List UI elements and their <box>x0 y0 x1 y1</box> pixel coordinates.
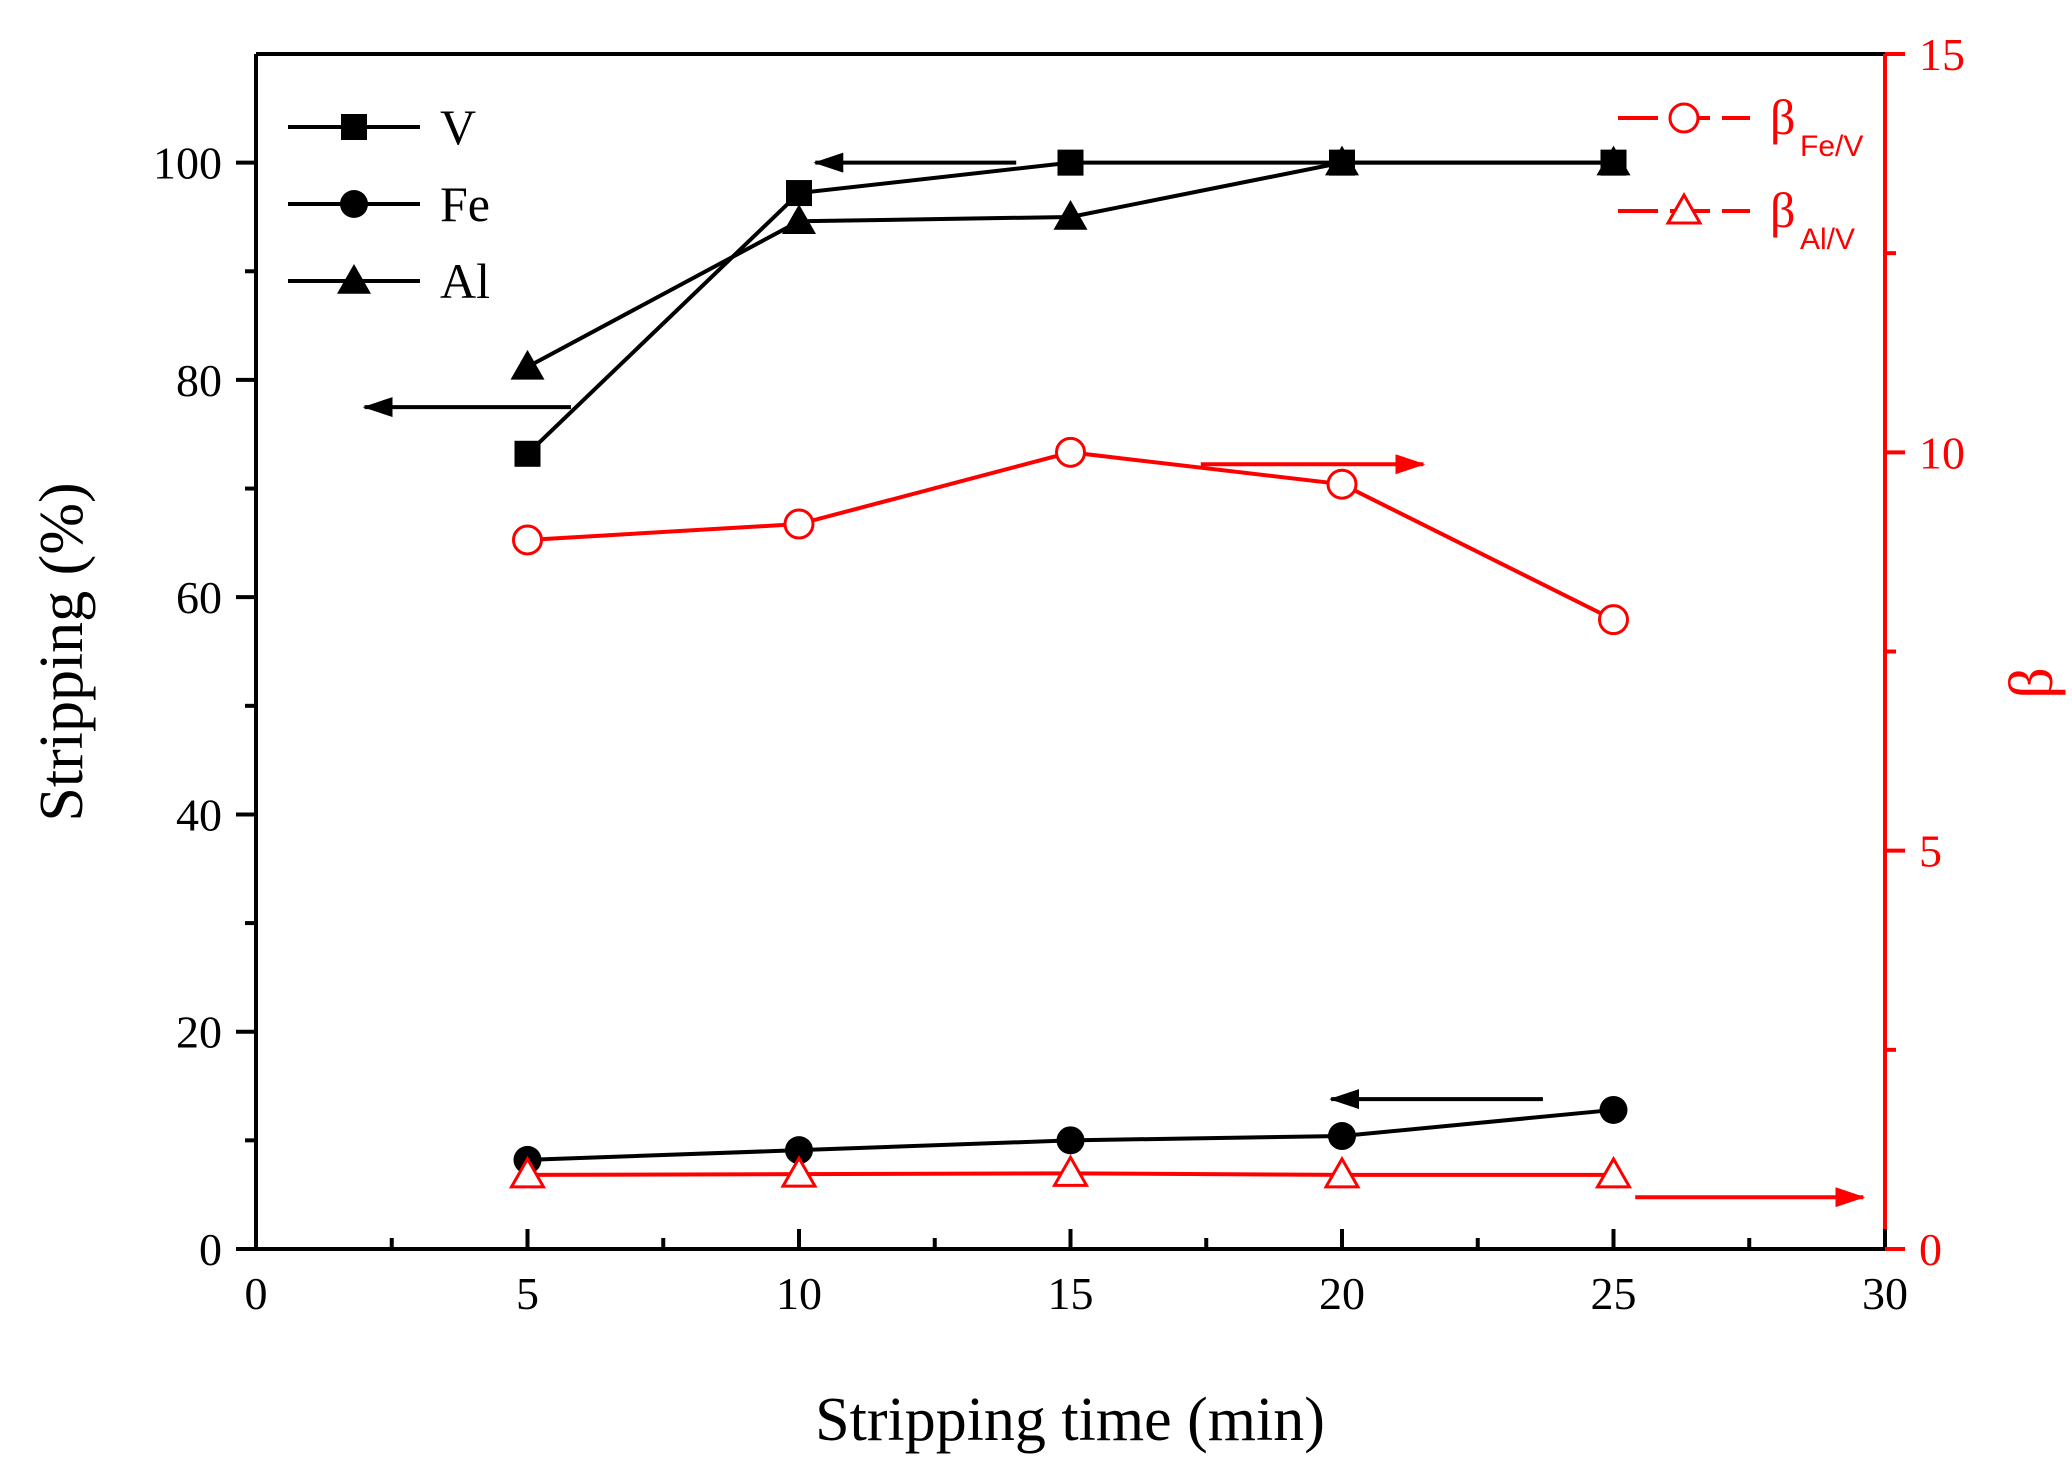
data-point-beta-al-v <box>508 1155 547 1189</box>
x-tick-label: 20 <box>1319 1268 1365 1319</box>
y-tick-label: 40 <box>176 789 222 840</box>
data-point-fe <box>785 1136 813 1165</box>
y-tick-label: 60 <box>176 572 222 623</box>
data-point-v <box>1057 149 1084 176</box>
series-line-beta-fe-v <box>527 450 1615 622</box>
legend-marker <box>340 190 368 218</box>
x-tick-label: 0 <box>245 1268 268 1319</box>
legend-marker <box>341 114 367 140</box>
legend-marker <box>1665 191 1703 225</box>
data-point-beta-al-v <box>1323 1155 1361 1189</box>
legend-label: β <box>1770 89 1795 145</box>
data-point-al <box>1053 199 1088 230</box>
y2-tick-label: 0 <box>1919 1224 1942 1275</box>
data-point-beta-fe-v <box>783 508 815 540</box>
data-point-fe <box>1599 1095 1628 1124</box>
data-point-al <box>782 204 816 235</box>
data-point-al <box>1325 145 1359 176</box>
x-tick-label: 15 <box>1048 1268 1094 1319</box>
series-layer <box>508 145 1633 1189</box>
data-point-beta-fe-v <box>1055 436 1086 468</box>
data-point-beta-fe-v <box>1598 604 1629 636</box>
x-tick-label: 5 <box>516 1268 539 1319</box>
data-point-al <box>1596 145 1631 176</box>
x-axis-title: Stripping time (min) <box>815 1386 1325 1454</box>
data-point-beta-al-v <box>780 1155 818 1188</box>
y-tick-label: 20 <box>176 1007 222 1058</box>
legend-label: β <box>1770 182 1795 238</box>
legend-marker <box>337 264 371 294</box>
legend-label: Al <box>440 253 490 309</box>
data-point-beta-al-v <box>1594 1155 1633 1189</box>
x-tick-label: 30 <box>1862 1268 1908 1319</box>
axes-layer <box>254 52 1887 1251</box>
y2-tick-label: 15 <box>1919 29 1965 80</box>
legend-label: Fe <box>440 176 490 232</box>
data-point-v <box>786 180 812 207</box>
data-point-beta-al-v <box>1051 1154 1090 1187</box>
legend-label-subscript: Fe/V <box>1800 130 1863 163</box>
legend-label: V <box>440 99 476 155</box>
x-tick-label: 25 <box>1591 1268 1637 1319</box>
y-tick-label: 0 <box>199 1224 222 1275</box>
legend-label-subscript: Al/V <box>1800 223 1855 256</box>
data-point-beta-fe-v <box>1326 468 1358 500</box>
x-tick-label: 10 <box>776 1268 822 1319</box>
data-point-al <box>510 349 545 380</box>
y-tick-label: 100 <box>153 138 222 189</box>
data-point-fe <box>1056 1126 1085 1155</box>
y2-tick-label: 5 <box>1919 826 1942 877</box>
y2-axis-title: β <box>1998 667 2066 699</box>
y-axis-title: Stripping (%) <box>28 482 96 821</box>
data-point-fe <box>1328 1122 1356 1151</box>
y-tick-label: 80 <box>176 355 222 406</box>
series-line-al <box>526 160 1614 369</box>
legend-marker <box>1668 102 1700 134</box>
y2-tick-label: 10 <box>1919 427 1965 478</box>
data-point-beta-fe-v <box>512 524 543 556</box>
annotation-layer <box>362 152 1866 1208</box>
data-point-v <box>514 440 541 467</box>
